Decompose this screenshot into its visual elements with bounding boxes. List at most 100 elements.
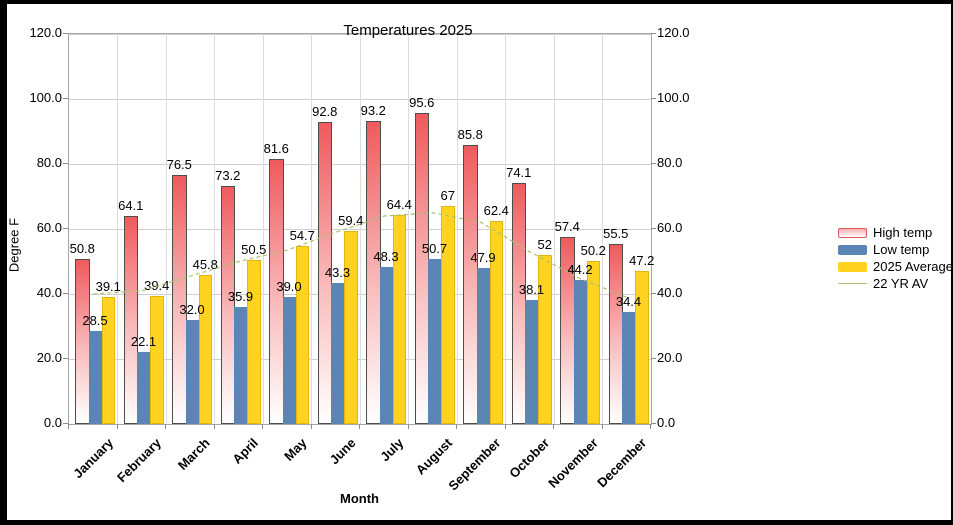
x-axis-label-month: February: [114, 435, 165, 486]
2025-average-swatch-icon: [838, 261, 867, 272]
x-axis-tick: [262, 424, 263, 429]
2025-average-bar: [150, 295, 164, 424]
y-axis-tick-left: [63, 358, 68, 359]
y-axis-tick-left: [63, 423, 68, 424]
2025-average-bar: [198, 275, 212, 424]
y-axis-tick-left: [63, 98, 68, 99]
gridline-vertical: [262, 34, 264, 424]
data-label: 47.2: [629, 252, 655, 268]
2025-average-bar: [101, 296, 115, 424]
y-axis-tick-right: [651, 358, 656, 359]
data-label: 34.4: [615, 294, 642, 310]
legend: High temp Low temp 2025 Average 22 YR AV: [838, 224, 953, 292]
legend-item-22-yr-av: 22 YR AV: [838, 275, 953, 292]
data-label: 50.5: [241, 241, 267, 257]
data-label: 39.0: [276, 279, 302, 295]
low-temp-bar: [622, 312, 635, 424]
y-axis-label-left: 40.0: [36, 285, 62, 300]
y-axis-tick-left: [63, 163, 68, 164]
y-axis-label-left: 60.0: [36, 220, 62, 235]
low-temp-bar: [379, 267, 393, 424]
data-label: 39.4: [144, 277, 170, 293]
y-axis-tick-right: [651, 33, 656, 34]
data-label: 54.7: [289, 228, 315, 244]
y-axis-tick-left: [63, 293, 68, 294]
data-label: 52: [537, 237, 552, 252]
low-temp-bar: [476, 268, 490, 424]
2025-average-bar: [344, 230, 358, 424]
data-label: 50.7: [421, 241, 448, 257]
y-axis-tick-left: [63, 33, 68, 34]
low-temp-bar: [234, 307, 247, 424]
gridline-vertical: [602, 34, 603, 424]
x-axis-label-month: March: [175, 435, 213, 473]
gridline-vertical: [311, 34, 312, 424]
low-temp-bar: [525, 300, 538, 424]
y-axis-label-right: 80.0: [657, 155, 683, 170]
y-axis-label-right: 0.0: [657, 415, 676, 430]
data-label: 74.1: [506, 165, 532, 181]
2025-average-bar: [538, 255, 552, 424]
legend-label-low-temp: Low temp: [873, 242, 930, 257]
data-label: 47.9: [470, 250, 496, 266]
y-axis-tick-right: [651, 228, 656, 229]
y-axis-label-right: 40.0: [657, 285, 683, 300]
y-axis-tick-right: [651, 293, 656, 294]
x-axis-label-month: June: [326, 435, 359, 468]
legend-label-high-temp: High temp: [873, 225, 933, 240]
data-label: 45.8: [192, 257, 218, 273]
y-axis-label-right: 100.0: [657, 90, 690, 105]
x-axis-tick: [601, 424, 603, 429]
y-axis-tick-right: [651, 423, 656, 424]
x-axis-tick: [504, 424, 506, 429]
x-axis-label-month: December: [594, 435, 650, 491]
high-temp-bar: [317, 122, 332, 424]
low-temp-bar: [137, 352, 150, 424]
22-yr-av-line-swatch-icon: [838, 283, 867, 284]
2025-average-bar: [247, 259, 261, 424]
2025-average-bar: [586, 260, 600, 424]
data-label: 44.2: [567, 262, 593, 278]
x-axis-tick: [407, 424, 409, 429]
data-label: 43.3: [324, 265, 351, 281]
x-axis-label-month: August: [413, 435, 456, 478]
data-label: 67: [440, 188, 455, 204]
legend-item-2025-average: 2025 Average: [838, 258, 953, 275]
data-label: 92.8: [312, 104, 338, 120]
low-temp-bar: [428, 259, 441, 424]
legend-label-22-yr-av: 22 YR AV: [873, 276, 929, 291]
x-axis-label-month: May: [281, 435, 310, 464]
high-temp-bar: [220, 186, 235, 424]
data-label: 93.2: [360, 103, 386, 119]
y-axis-tick-left: [63, 228, 68, 229]
x-axis-tick: [213, 424, 215, 429]
data-label: 39.1: [95, 278, 121, 294]
data-label: 85.8: [457, 127, 483, 143]
y-axis-tick-right: [651, 98, 656, 99]
2025-average-bar: [295, 246, 309, 424]
x-axis-tick: [116, 424, 118, 429]
x-axis-tick: [650, 424, 651, 429]
data-label: 59.4: [338, 212, 364, 228]
x-axis-tick: [165, 424, 166, 429]
x-axis-label-month: October: [506, 435, 553, 482]
data-label: 32.0: [179, 302, 205, 317]
gridline-vertical: [456, 34, 458, 424]
low-temp-bar: [573, 280, 587, 424]
y-axis-label-left: 100.0: [29, 90, 62, 105]
gridline-vertical: [408, 34, 409, 424]
low-temp-swatch-icon: [838, 244, 867, 255]
legend-label-2025-average: 2025 Average: [873, 259, 953, 274]
data-label: 22.1: [130, 334, 157, 350]
22-yr-av-line: [93, 212, 628, 298]
x-axis-label-month: January: [69, 435, 116, 482]
x-axis-tick: [310, 424, 312, 429]
data-label: 50.2: [580, 242, 606, 258]
x-axis-label-month: November: [545, 435, 601, 491]
x-axis-tick: [359, 424, 360, 429]
gridline-vertical: [117, 34, 118, 424]
data-label: 57.4: [554, 219, 580, 235]
data-label: 62.4: [483, 203, 509, 219]
data-label: 55.5: [603, 225, 629, 241]
